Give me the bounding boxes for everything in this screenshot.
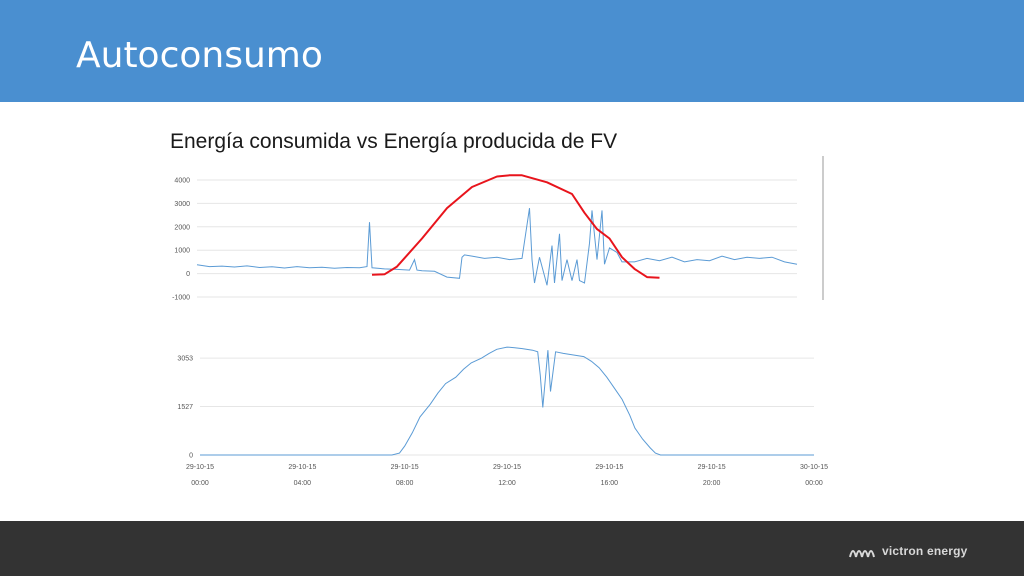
x-tick-time: 12:00 (498, 480, 516, 487)
y-tick-label: 4000 (174, 178, 190, 185)
x-tick-time: 04:00 (294, 480, 312, 487)
y-tick-label: 0 (189, 453, 193, 460)
y-tick-label: 2000 (174, 224, 190, 231)
x-tick-date: 29-10-15 (698, 464, 726, 471)
consumption-series-line (196, 208, 798, 286)
x-tick-date: 29-10-15 (493, 464, 521, 471)
y-tick-label: 0 (186, 271, 190, 278)
x-tick-time: 08:00 (396, 480, 414, 487)
pv-production-annotation-curve (371, 174, 660, 279)
slide-header: Autoconsumo (0, 0, 1024, 102)
pv-production-series-line (200, 346, 814, 456)
pv-production-chart-y-ticks: 3053 1527 0 (177, 356, 193, 460)
logo-text: victron energy (882, 544, 968, 558)
y-tick-label: 3000 (174, 201, 190, 208)
victron-logo: victron energy (848, 540, 968, 562)
consumption-chart-y-ticks: 4000 3000 2000 1000 0 -1000 (172, 178, 190, 302)
x-tick-date: 30-10-15 (800, 464, 828, 471)
x-tick-time: 00:00 (191, 480, 209, 487)
x-tick-date: 29-10-15 (595, 464, 623, 471)
pv-production-chart-grid (200, 357, 814, 456)
x-tick-time: 00:00 (805, 480, 823, 487)
x-tick-date: 29-10-15 (391, 464, 419, 471)
x-tick-date: 29-10-15 (186, 464, 214, 471)
x-tick-time: 20:00 (703, 480, 721, 487)
y-tick-label: 1000 (174, 248, 190, 255)
slide-title: Autoconsumo (76, 35, 323, 76)
chart-title: Energía consumida vs Energía producida d… (170, 130, 618, 153)
y-tick-label: 1527 (177, 404, 193, 411)
victron-logo-icon (849, 550, 875, 558)
slide-footer (0, 521, 1024, 576)
y-tick-label: -1000 (172, 295, 190, 302)
pv-production-chart-x-ticks: 29-10-15 00:00 29-10-15 04:00 29-10-15 08:00 2… (186, 464, 828, 487)
y-tick-label: 3053 (177, 356, 193, 363)
consumption-chart: 4000 3000 2000 1000 0 -1000 (172, 156, 824, 302)
consumption-chart-grid (197, 179, 797, 298)
x-tick-time: 16:00 (601, 480, 619, 487)
x-tick-date: 29-10-15 (288, 464, 316, 471)
